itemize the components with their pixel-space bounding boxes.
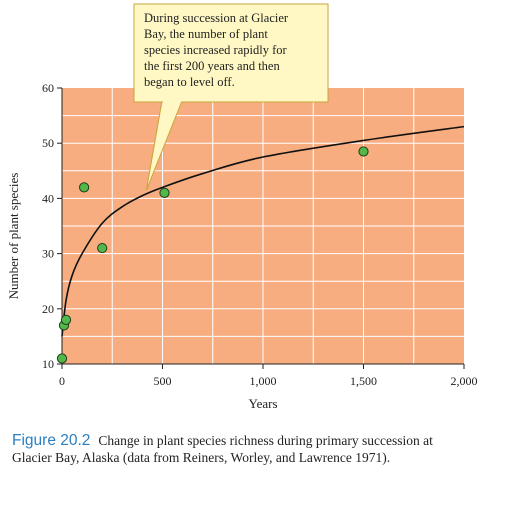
data-point <box>97 242 108 254</box>
y-axis-title: Number of plant species <box>6 173 21 300</box>
callout-text-line: Bay, the number of plant <box>144 27 268 41</box>
y-tick-label: 10 <box>42 357 54 371</box>
y-tick-label: 50 <box>42 136 54 150</box>
data-points <box>56 146 369 364</box>
callout-box <box>133 3 329 103</box>
callout-text-line: species increased rapidly for <box>144 43 287 57</box>
callout-text-line: the first 200 years and then <box>144 59 280 73</box>
data-point <box>159 187 170 198</box>
caption-text: Change in plant species richness during … <box>12 433 433 465</box>
callout-text-line: During succession at Glacier <box>144 11 289 25</box>
figure-caption: Figure 20.2 Change in plant species richn… <box>12 432 452 466</box>
annotation-callout: During succession at Glacier Bay, the num… <box>133 3 329 191</box>
data-point <box>56 353 68 364</box>
y-tick-label: 30 <box>42 247 54 261</box>
grid <box>62 88 464 364</box>
tick-labels: 10 20 30 40 50 60 0 500 1,000 1,500 2,000 <box>42 81 478 388</box>
callout-text-line: began to level off. <box>144 75 235 89</box>
x-tick-label: 1,000 <box>250 374 277 388</box>
chart: 10 20 30 40 50 60 0 500 1,000 1,500 2,000 During s… <box>6 3 478 411</box>
y-tick-label: 20 <box>42 302 54 316</box>
x-tick-label: 0 <box>59 374 65 388</box>
x-axis-title: Years <box>248 396 277 411</box>
figure-number: Figure 20.2 <box>12 432 91 449</box>
y-tick-label: 60 <box>42 81 54 95</box>
y-tick-label: 40 <box>42 191 54 205</box>
x-tick-label: 1,500 <box>350 374 377 388</box>
fitted-curve-line <box>61 125 465 337</box>
x-tick-label: 500 <box>154 374 172 388</box>
data-point <box>60 314 72 325</box>
x-tick-label: 2,000 <box>451 374 478 388</box>
data-point <box>358 146 369 157</box>
data-point <box>79 182 90 193</box>
